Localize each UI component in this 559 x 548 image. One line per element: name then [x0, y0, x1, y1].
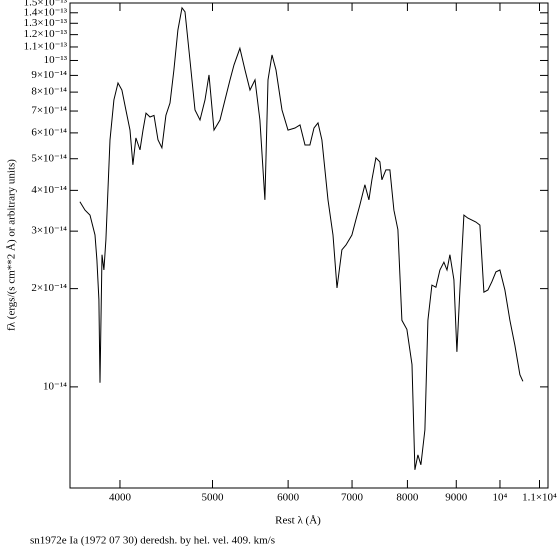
y-tick-label: 6×10⁻¹⁴	[31, 126, 67, 138]
y-axis-label: fλ (ergs/(s cm**2 Å) or arbitrary units)	[6, 159, 18, 331]
x-tick-label: 10⁴	[493, 492, 508, 504]
y-tick-label: 1.3×10⁻¹³	[24, 17, 68, 29]
x-tick-label: 7000	[341, 492, 364, 504]
x-tick-label: 8000	[396, 492, 419, 504]
y-tick-label: 4×10⁻¹⁴	[31, 184, 67, 196]
y-tick-label: 7×10⁻¹⁴	[31, 105, 67, 117]
y-tick-label: 1.5×10⁻¹³	[24, 0, 68, 9]
y-tick-label: 1.4×10⁻¹³	[24, 6, 68, 18]
y-tick-label: 5×10⁻¹⁴	[31, 152, 67, 164]
x-tick-label: 5000	[202, 492, 225, 504]
y-tick-label: 10⁻¹⁴	[43, 380, 67, 392]
y-tick-label: 1.2×10⁻¹³	[24, 28, 68, 40]
y-tick-label: 3×10⁻¹⁴	[31, 225, 67, 237]
y-tick-label: 10⁻¹³	[44, 54, 68, 66]
y-tick-label: 2×10⁻¹⁴	[31, 282, 67, 294]
spectrum-line	[79, 6, 524, 470]
x-tick-label: 4000	[109, 492, 132, 504]
x-tick-label: 9000	[445, 492, 468, 504]
caption: sn1972e Ia (1972 07 30) deredsh. by hel.…	[30, 535, 275, 547]
x-tick-label: 1.1×10⁴	[522, 492, 557, 504]
plot-frame	[69, 2, 549, 489]
y-tick-label: 1.1×10⁻¹³	[24, 40, 68, 52]
y-tick-label: 8×10⁻¹⁴	[31, 86, 67, 98]
y-tick-label: 9×10⁻¹⁴	[31, 69, 67, 81]
x-axis-label: Rest λ (Å)	[275, 515, 321, 527]
x-tick-label: 6000	[277, 492, 300, 504]
